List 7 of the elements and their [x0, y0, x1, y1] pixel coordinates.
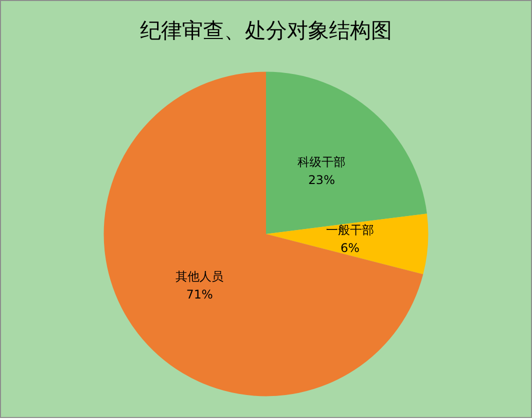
chart-title: 纪律审查、处分对象结构图 — [140, 18, 392, 42]
data-label: 23% — [308, 172, 335, 187]
slice-label: 一般干部 — [326, 223, 374, 238]
data-label: 71% — [186, 288, 213, 302]
slice-label: 科级干部 — [298, 154, 346, 169]
data-label: 6% — [340, 241, 360, 256]
slice-label: 其他人员 — [176, 270, 224, 284]
